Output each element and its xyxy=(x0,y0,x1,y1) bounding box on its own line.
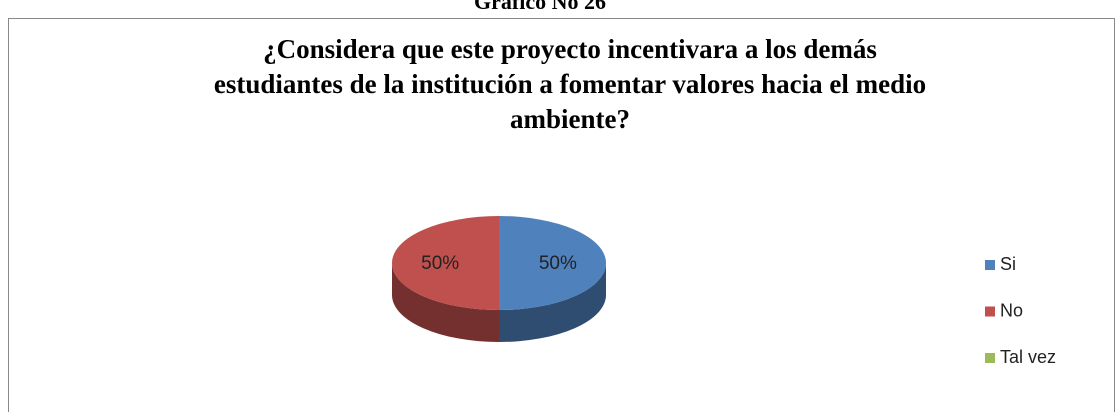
legend-label: No xyxy=(1000,300,1023,320)
legend-label: Tal vez xyxy=(1000,347,1056,367)
chart-title: estudiantes de la institución a fomentar… xyxy=(214,69,926,99)
pie-side xyxy=(392,263,499,342)
legend-swatch xyxy=(985,353,995,363)
legend-swatch xyxy=(985,260,995,270)
chart-border xyxy=(8,18,1115,412)
data-label: 50% xyxy=(421,253,459,274)
chart-title: ¿Considera que este proyecto incentivara… xyxy=(263,34,877,64)
legend-swatch xyxy=(985,306,995,317)
data-label: 50% xyxy=(539,253,577,274)
chart-title: ambiente? xyxy=(510,104,630,134)
pie-slice xyxy=(392,216,499,310)
heading: Gráfico No 26 xyxy=(474,0,606,14)
pie-slice xyxy=(499,216,606,310)
pie-side xyxy=(499,263,606,342)
legend-label: Si xyxy=(1000,254,1016,274)
